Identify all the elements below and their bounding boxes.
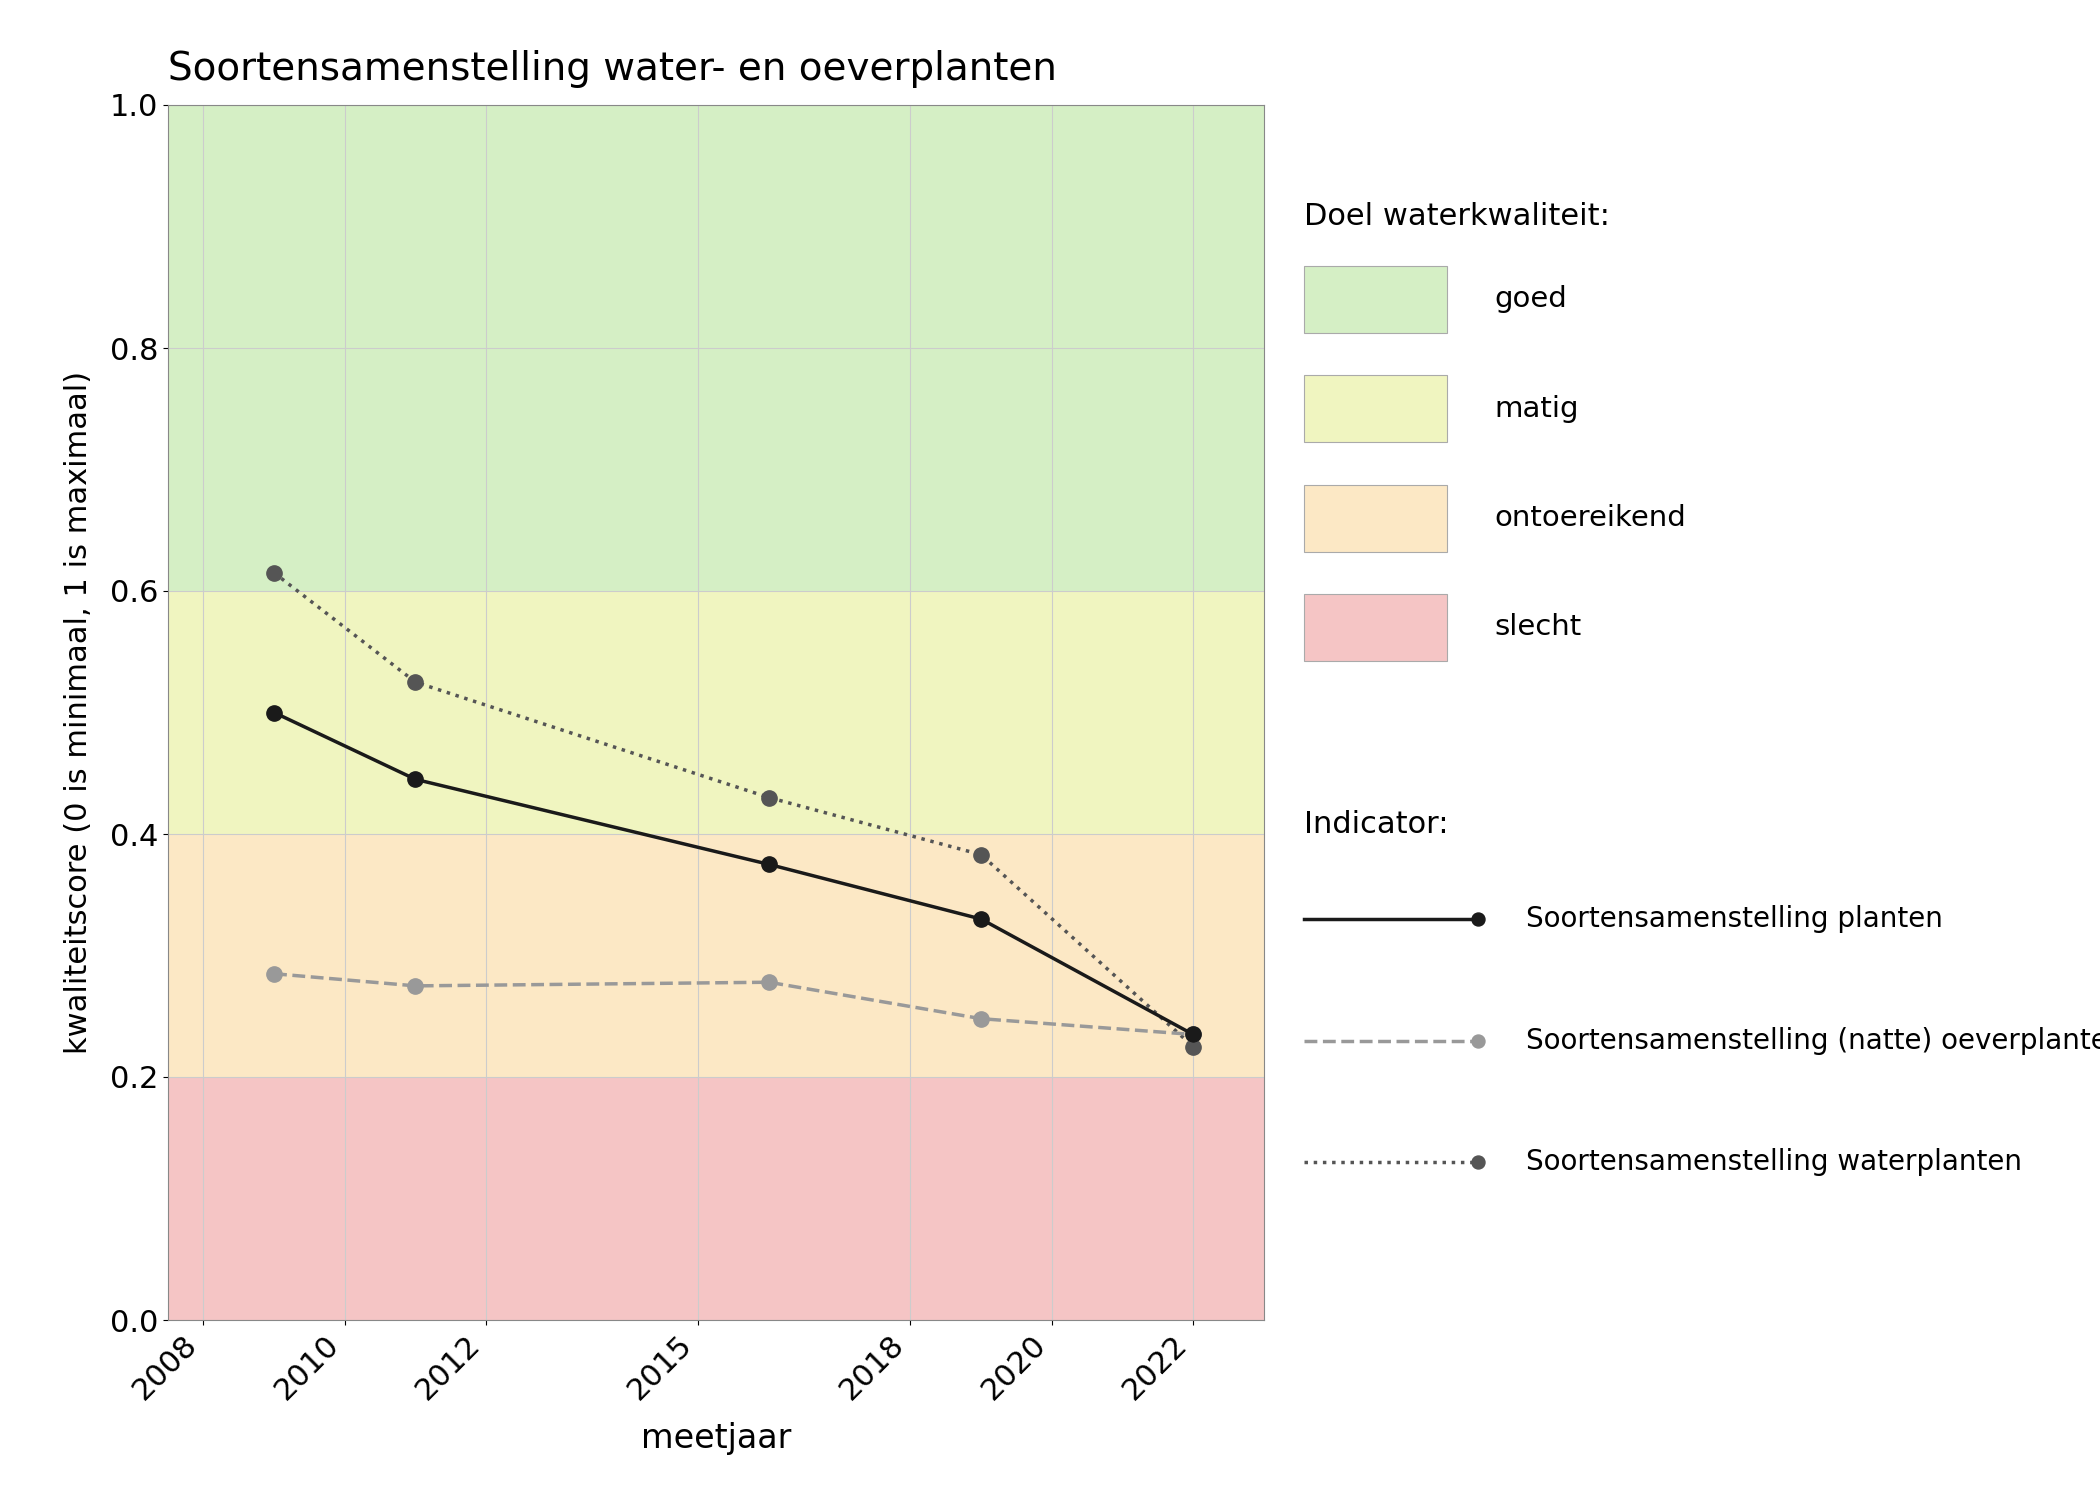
Y-axis label: kwaliteitscore (0 is minimaal, 1 is maximaal): kwaliteitscore (0 is minimaal, 1 is maxi…	[65, 370, 92, 1054]
Bar	[168, 105, 1264, 591]
Text: slecht: slecht	[1495, 614, 1581, 642]
Text: matig: matig	[1495, 394, 1579, 423]
FancyBboxPatch shape	[1304, 484, 1447, 552]
Text: Soortensamenstelling planten: Soortensamenstelling planten	[1527, 904, 1943, 933]
Text: Soortensamenstelling water- en oeverplanten: Soortensamenstelling water- en oeverplan…	[168, 50, 1056, 88]
FancyBboxPatch shape	[1304, 266, 1447, 333]
Text: Doel waterkwaliteit:: Doel waterkwaliteit:	[1304, 202, 1609, 231]
X-axis label: meetjaar: meetjaar	[640, 1422, 792, 1455]
Bar	[168, 1077, 1264, 1320]
Text: Soortensamenstelling waterplanten: Soortensamenstelling waterplanten	[1527, 1148, 2022, 1176]
FancyBboxPatch shape	[1304, 594, 1447, 662]
Text: ontoereikend: ontoereikend	[1495, 504, 1686, 532]
Text: goed: goed	[1495, 285, 1567, 314]
Text: Indicator:: Indicator:	[1304, 810, 1449, 838]
Bar	[168, 834, 1264, 1077]
Bar	[168, 591, 1264, 834]
FancyBboxPatch shape	[1304, 375, 1447, 442]
Text: Soortensamenstelling (natte) oeverplanten: Soortensamenstelling (natte) oeverplante…	[1527, 1026, 2100, 1054]
